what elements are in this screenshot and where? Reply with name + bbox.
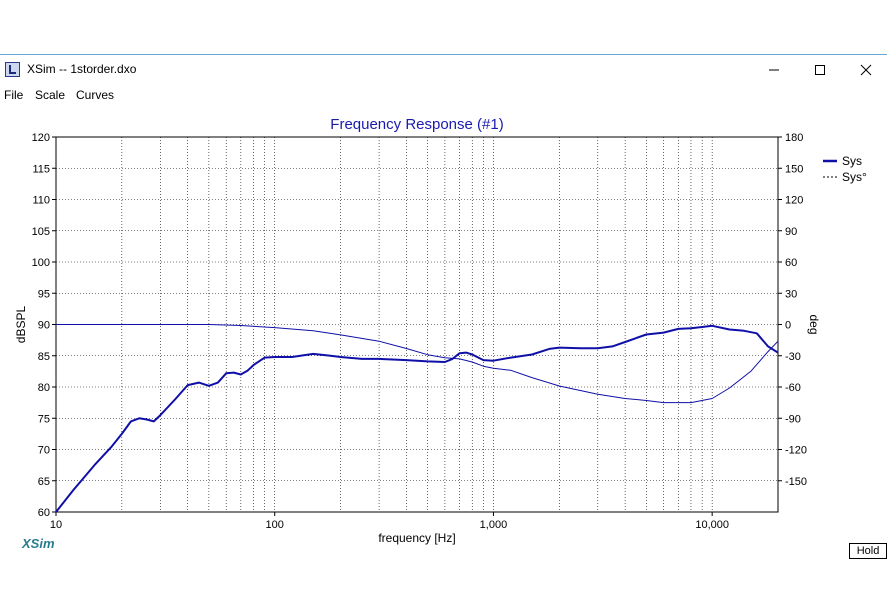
menu-curves[interactable]: Curves [76, 88, 115, 102]
menu-scale[interactable]: Scale [35, 88, 66, 102]
legend-label-sys-phase: Sys° [842, 170, 867, 184]
window-title: XSim -- 1storder.dxo [27, 62, 137, 76]
x-tick-label: 10 [50, 519, 62, 531]
x-tick-label: 1,000 [480, 519, 508, 531]
y-tick-label: 60 [38, 507, 50, 519]
y-tick-label: 115 [32, 163, 50, 175]
close-icon [860, 64, 872, 76]
y2-tick-label: 0 [785, 320, 791, 332]
y-tick-label: 65 [38, 476, 50, 488]
series-line-sys-phase [56, 324, 779, 404]
y-tick-label: 85 [38, 351, 50, 363]
minimize-icon [769, 69, 779, 71]
chart-title: Frequency Response (#1) [330, 116, 503, 133]
y2-tick-label: 150 [785, 163, 803, 175]
legend-label-sys: Sys [842, 154, 862, 168]
close-button[interactable] [843, 55, 887, 85]
xsim-app-icon[interactable] [5, 62, 20, 77]
minimize-button[interactable] [751, 55, 797, 85]
y-tick-label: 80 [38, 382, 50, 394]
series-line-sys [55, 324, 779, 513]
y2-tick-label: -90 [785, 413, 801, 425]
frequency-response-chart[interactable]: 60 65 70 75 80 85 90 95 100 105 110 115 120 10 100 1,00… [0, 105, 887, 612]
menu-file[interactable]: File [4, 88, 24, 102]
maximize-button[interactable] [797, 55, 843, 85]
x-axis-label: frequency [Hz] [378, 531, 455, 545]
y2-tick-label: -60 [785, 382, 801, 394]
y2-tick-label: -30 [785, 351, 801, 363]
y2-tick-label: 30 [785, 288, 797, 300]
y2-tick-label: -150 [785, 476, 807, 488]
y-tick-label: 120 [32, 132, 50, 144]
x-tick-label: 100 [266, 519, 284, 531]
y2-tick-label: 180 [785, 132, 803, 144]
title-bar[interactable]: XSim -- 1storder.dxo [0, 55, 887, 85]
y-axis-label: dBSPL [14, 305, 28, 343]
y2-axis-label: deg [807, 314, 821, 334]
window-border [0, 54, 887, 55]
xsim-brand-logo: XSim [22, 536, 55, 551]
maximize-icon [815, 65, 825, 75]
y-tick-label: 100 [32, 257, 50, 269]
y-tick-label: 110 [32, 195, 50, 207]
y-tick-label: 70 [38, 445, 50, 457]
y-tick-label: 105 [32, 226, 50, 238]
x-tick-label: 10,000 [695, 519, 729, 531]
y-tick-label: 95 [38, 288, 50, 300]
menu-bar: File Scale Curves [0, 86, 887, 104]
y-tick-label: 90 [38, 320, 50, 332]
y2-tick-label: 60 [785, 257, 797, 269]
hold-button[interactable]: Hold [849, 543, 887, 559]
y2-tick-label: -120 [785, 445, 807, 457]
y-tick-label: 75 [38, 413, 50, 425]
y2-tick-label: 120 [785, 195, 803, 207]
y2-tick-label: 90 [785, 226, 797, 238]
